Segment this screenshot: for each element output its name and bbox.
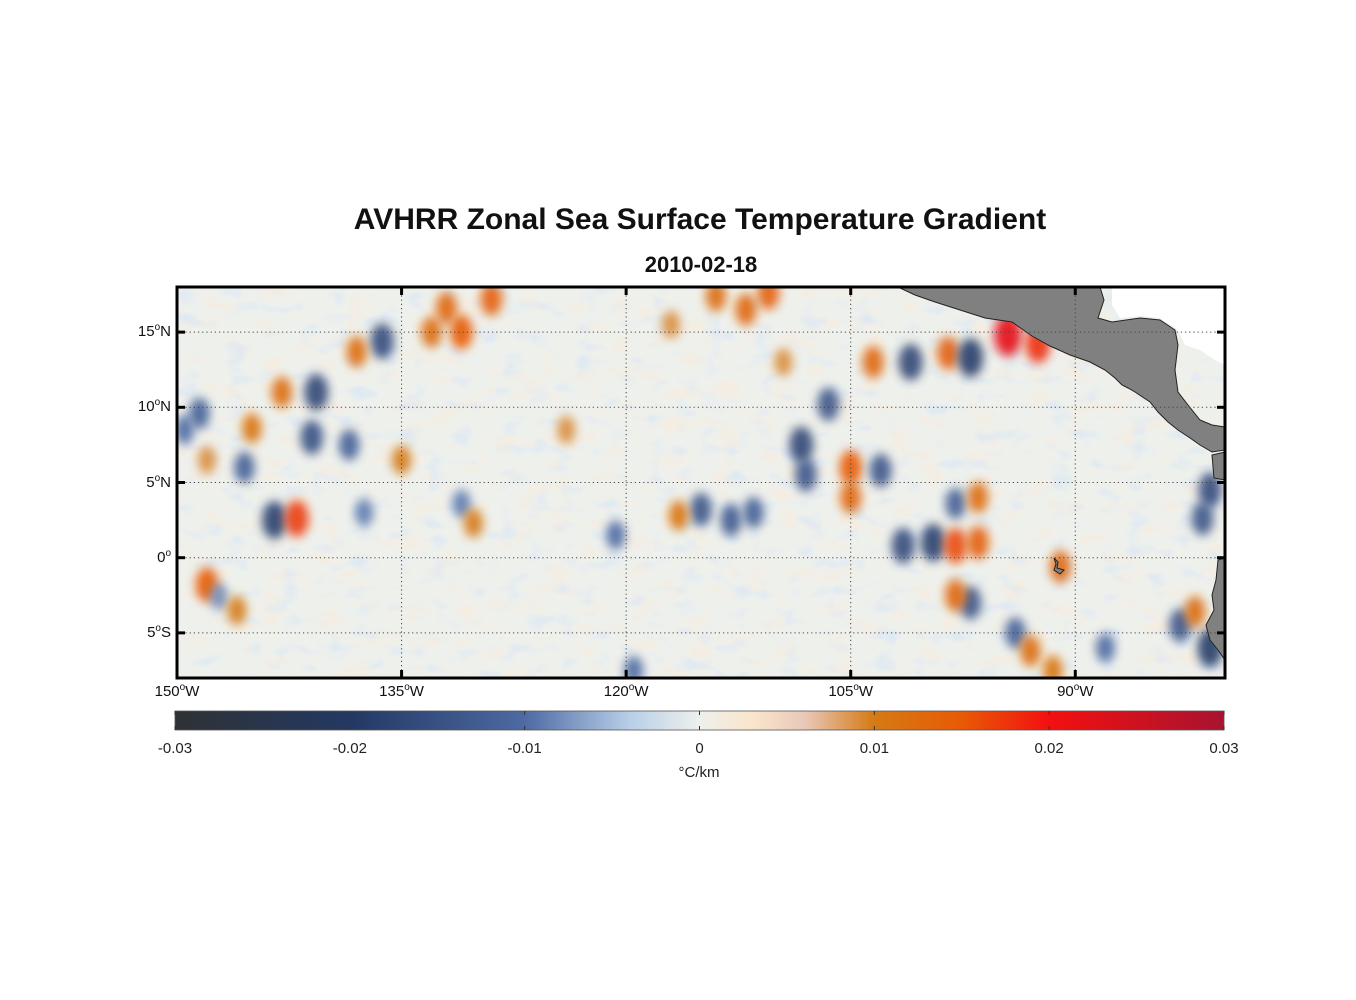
plot-title: AVHRR Zonal Sea Surface Temperature Grad… bbox=[353, 203, 1047, 236]
gradient-feature-10 bbox=[304, 373, 329, 411]
gradient-feature-40 bbox=[967, 481, 989, 514]
gradient-feature-1 bbox=[284, 500, 309, 537]
colorbar-units: °C/km bbox=[678, 764, 720, 781]
gradient-feature-48 bbox=[1191, 501, 1214, 536]
gradient-feature-12 bbox=[300, 420, 323, 455]
colorbar-tick-label-2: -0.01 bbox=[507, 740, 542, 757]
gradient-feature-63 bbox=[197, 445, 217, 474]
gradient-feature-5 bbox=[421, 316, 442, 348]
gradient-feature-54 bbox=[668, 500, 689, 531]
gradient-feature-23 bbox=[817, 387, 840, 421]
galapagos-island bbox=[1053, 557, 1065, 575]
gradient-feature-21 bbox=[661, 310, 681, 339]
gradient-feature-32 bbox=[957, 338, 984, 378]
gradient-feature-28 bbox=[869, 453, 892, 488]
gradient-feature-56 bbox=[743, 496, 764, 529]
gradient-feature-59 bbox=[354, 498, 374, 527]
gradient-feature-29 bbox=[862, 346, 884, 379]
gradient-feature-9 bbox=[346, 336, 367, 368]
gradient-feature-0 bbox=[262, 501, 287, 539]
gradient-feature-45 bbox=[1042, 655, 1063, 678]
gradient-feature-17 bbox=[463, 508, 483, 538]
gradient-feature-6 bbox=[450, 314, 473, 350]
gradient-feature-38 bbox=[967, 525, 989, 560]
gradient-feature-57 bbox=[624, 655, 644, 678]
lon-label-90W: 90oW bbox=[1057, 682, 1094, 700]
gradient-feature-47 bbox=[1198, 472, 1222, 508]
gradient-feature-39 bbox=[945, 487, 966, 520]
colorbar-tick-label-6: 0.03 bbox=[1209, 740, 1239, 757]
colorbar-tick-label-0: -0.03 bbox=[157, 740, 193, 757]
colorbar-tick-label-4: 0.01 bbox=[859, 740, 889, 757]
gradient-feature-37 bbox=[943, 527, 968, 564]
colorbar-tick-label-5: 0.02 bbox=[1034, 740, 1064, 757]
gradient-feature-36 bbox=[920, 523, 946, 562]
gradient-feature-16 bbox=[452, 489, 471, 518]
lat-label-15N: 15oN bbox=[137, 322, 171, 341]
colombia-landmass bbox=[1211, 451, 1225, 481]
map-field bbox=[177, 287, 1225, 678]
gradient-feature-15 bbox=[189, 397, 210, 429]
gradient-feature-18 bbox=[705, 287, 727, 312]
colorbar-ticks bbox=[174, 711, 1225, 730]
gradient-feature-65 bbox=[227, 595, 247, 625]
lon-label-120W: 120oW bbox=[603, 682, 649, 700]
gradient-feature-22 bbox=[774, 348, 793, 377]
lon-label-135W: 135oW bbox=[379, 682, 424, 700]
gradient-feature-58 bbox=[606, 520, 626, 550]
gradient-feature-30 bbox=[898, 343, 923, 381]
gradient-feature-14 bbox=[242, 413, 262, 444]
gradient-feature-11 bbox=[271, 376, 292, 408]
gradient-feature-13 bbox=[338, 429, 360, 461]
gradient-feature-42 bbox=[944, 579, 967, 612]
gradient-feature-31 bbox=[937, 336, 959, 370]
gradient-feature-52 bbox=[1095, 633, 1115, 663]
gradient-feature-24 bbox=[789, 426, 814, 464]
gradient-feature-51 bbox=[1184, 596, 1206, 628]
gradient-feature-60 bbox=[557, 415, 576, 444]
colorbar-tick-label-3: 0 bbox=[695, 740, 704, 757]
gradient-feature-7 bbox=[435, 291, 458, 325]
gradient-feature-33 bbox=[994, 314, 1022, 357]
gradient-feature-25 bbox=[794, 458, 817, 492]
gradient-feature-19 bbox=[757, 287, 780, 310]
ecuador-landmass bbox=[1205, 557, 1225, 661]
colorbar-tick-label-1: -0.02 bbox=[332, 740, 367, 757]
gradient-feature-8 bbox=[480, 287, 503, 316]
gradient-feature-20 bbox=[735, 293, 757, 326]
yucatan-landmass bbox=[1112, 287, 1225, 365]
central-america-landmass bbox=[897, 287, 1225, 453]
land-central-america bbox=[897, 287, 1225, 661]
gradient-feature-61 bbox=[234, 451, 255, 484]
gradient-features bbox=[177, 287, 1223, 678]
gradient-feature-43 bbox=[1005, 617, 1026, 649]
lat-label-5S: 5oS bbox=[147, 622, 171, 641]
lat-label-0: 0o bbox=[157, 547, 171, 566]
gradient-feature-62 bbox=[177, 415, 194, 445]
plot-subtitle: 2010-02-18 bbox=[644, 252, 758, 277]
gradient-feature-55 bbox=[720, 503, 742, 537]
map-ticks bbox=[175, 287, 1225, 678]
lon-label-150W: 150oW bbox=[154, 682, 200, 700]
lat-label-10N: 10oN bbox=[137, 397, 171, 416]
gradient-feature-44 bbox=[1020, 635, 1041, 667]
gradient-feature-53 bbox=[690, 492, 712, 527]
lon-label-105W: 105oW bbox=[828, 682, 874, 700]
gradient-feature-3 bbox=[210, 583, 228, 611]
gradient-feature-26 bbox=[839, 450, 862, 485]
gradient-feature-35 bbox=[891, 527, 915, 564]
lat-label-5N: 5oN bbox=[146, 472, 171, 491]
